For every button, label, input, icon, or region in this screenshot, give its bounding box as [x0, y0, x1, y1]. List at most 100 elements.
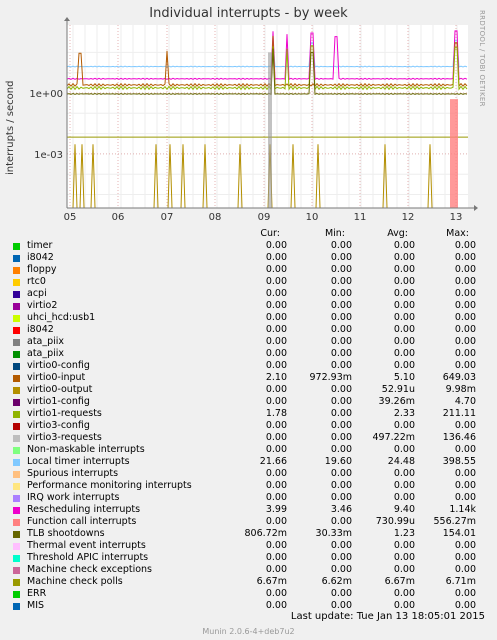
legend-name: Function call interrupts	[27, 516, 137, 527]
x-tick-label: 05	[64, 212, 77, 223]
legend-avg: 9.40	[393, 504, 415, 515]
legend-row: Rescheduling interrupts 3.99 3.46 9.40 1.14k	[0, 504, 497, 516]
legend-swatch	[13, 507, 20, 514]
legend-swatch	[13, 327, 20, 334]
legend-name: acpi	[27, 288, 47, 299]
legend-row: timer 0.00 0.00 0.00 0.00	[0, 240, 497, 252]
legend-row: virtio2 0.00 0.00 0.00 0.00	[0, 300, 497, 312]
legend-name: virtio2	[27, 300, 58, 311]
legend-min: 0.00	[330, 444, 352, 455]
series-virtio1-dip	[153, 144, 159, 209]
legend-avg: 0.00	[393, 324, 415, 335]
legend-row: i8042 0.00 0.00 0.00 0.00	[0, 252, 497, 264]
legend-min: 0.00	[330, 432, 352, 443]
legend-avg: 0.00	[393, 600, 415, 611]
munin-version: Munin 2.0.6-4+deb7u2	[202, 627, 295, 636]
legend-swatch	[13, 399, 20, 406]
legend-min: 0.00	[330, 408, 352, 419]
legend-max: 0.00	[454, 444, 476, 455]
legend-min: 0.00	[330, 348, 352, 359]
legend-avg: 52.91u	[381, 384, 415, 395]
legend-swatch	[13, 243, 20, 250]
legend-avg: 0.00	[393, 264, 415, 275]
legend-row: Machine check exceptions 0.00 0.00 0.00 0.00	[0, 564, 497, 576]
legend-cur: 2.10	[265, 372, 287, 383]
legend-avg: 0.00	[393, 336, 415, 347]
legend-min: 0.00	[330, 588, 352, 599]
legend-max: 4.70	[454, 396, 476, 407]
legend-cur: 0.00	[265, 252, 287, 263]
legend-max: 0.00	[454, 264, 476, 275]
legend-name: virtio0-config	[27, 360, 90, 371]
legend-max: 0.00	[454, 336, 476, 347]
y-axis-arrow	[64, 17, 70, 21]
series-tlb	[66, 48, 468, 96]
legend-name: virtio0-input	[27, 372, 86, 383]
legend-min: 0.00	[330, 276, 352, 287]
legend-swatch	[13, 267, 20, 274]
legend-row: Function call interrupts 0.00 0.00 730.99u 5…	[0, 516, 497, 528]
legend-swatch	[13, 483, 20, 490]
legend-cur: 0.00	[265, 300, 287, 311]
tick-labels: 05 06 07 08 09 10 11 12 13 1e+00 1e-03	[29, 89, 462, 223]
legend-swatch	[13, 567, 20, 574]
legend-min: 6.62m	[321, 576, 352, 587]
legend-cur: 0.00	[265, 324, 287, 335]
legend-swatch	[13, 363, 20, 370]
legend-max: 0.00	[454, 300, 476, 311]
header-cur: Cur:	[260, 228, 280, 239]
x-tick-label: 08	[209, 212, 222, 223]
series-virtio1-dip	[79, 144, 85, 209]
legend-row: rtc0 0.00 0.00 0.00 0.00	[0, 276, 497, 288]
legend-min: 0.00	[330, 252, 352, 263]
legend-cur: 1.78	[265, 408, 287, 419]
legend-swatch	[13, 495, 20, 502]
legend-name: Rescheduling interrupts	[27, 504, 141, 515]
legend-cur: 0.00	[265, 432, 287, 443]
series-virtio1-dip	[202, 144, 208, 209]
legend-min: 0.00	[330, 288, 352, 299]
legend-cur: 21.66	[259, 456, 287, 467]
legend-min: 0.00	[330, 312, 352, 323]
legend-avg: 39.26m	[378, 396, 415, 407]
legend-max: 0.00	[454, 492, 476, 503]
legend-max: 0.00	[454, 348, 476, 359]
legend-cur: 0.00	[265, 384, 287, 395]
legend-swatch	[13, 255, 20, 262]
legend-min: 3.46	[330, 504, 352, 515]
legend-swatch	[13, 303, 20, 310]
legend-name: floppy	[27, 264, 57, 275]
legend-swatch	[13, 423, 20, 430]
legend-min: 0.00	[330, 480, 352, 491]
legend-row: virtio0-config 0.00 0.00 0.00 0.00	[0, 360, 497, 372]
legend-name: Spurious interrupts	[27, 468, 119, 479]
legend-avg: 0.00	[393, 552, 415, 563]
legend-cur: 0.00	[265, 468, 287, 479]
header-max: Max:	[446, 228, 469, 239]
legend-name: Machine check polls	[27, 576, 123, 587]
series-local-timer	[66, 39, 468, 68]
legend-max: 398.55	[442, 456, 476, 467]
legend-name: TLB shootdowns	[27, 528, 105, 539]
x-tick-label: 11	[354, 212, 367, 223]
series-virtio0-input	[66, 35, 468, 88]
legend-cur: 0.00	[265, 444, 287, 455]
legend-cur: 0.00	[265, 588, 287, 599]
legend-max: 0.00	[454, 600, 476, 611]
legend-max: 0.00	[454, 540, 476, 551]
x-tick-label: 13	[450, 212, 463, 223]
legend-swatch	[13, 339, 20, 346]
y-tick-label: 1e-03	[34, 150, 63, 161]
legend-row: virtio0-input 2.10 972.93m 5.10 649.03	[0, 372, 497, 384]
legend-avg: 0.00	[393, 492, 415, 503]
series-virtio1-dip	[427, 144, 433, 209]
legend-avg: 0.00	[393, 564, 415, 575]
legend-swatch	[13, 471, 20, 478]
legend-min: 0.00	[330, 540, 352, 551]
legend-min: 972.93m	[309, 372, 353, 383]
legend-cur: 0.00	[265, 312, 287, 323]
legend-avg: 0.00	[393, 240, 415, 251]
legend-name: ata_piix	[27, 348, 65, 359]
legend-row: Machine check polls 6.67m 6.62m 6.67m 6.71m	[0, 576, 497, 588]
legend-name: ata_piix	[27, 336, 65, 347]
